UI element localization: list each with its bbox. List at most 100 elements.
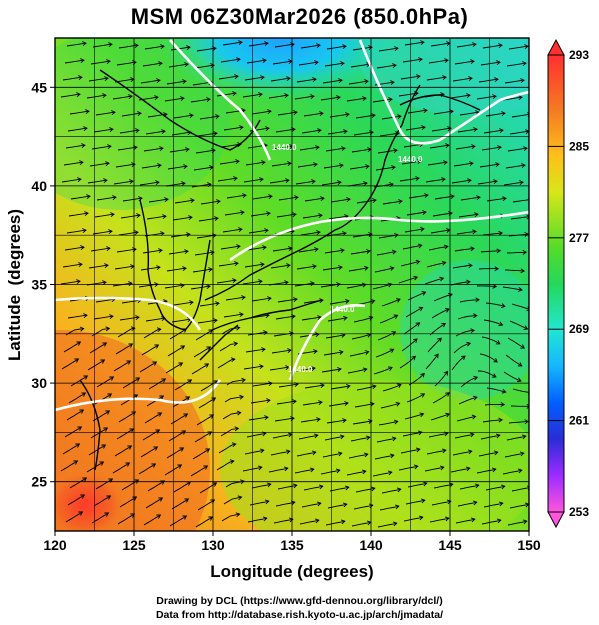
streamline (323, 164, 344, 169)
streamline-arrowhead (292, 212, 297, 218)
streamline-arrowhead (104, 263, 109, 269)
streamline (251, 297, 272, 302)
streamline-arrowhead (422, 210, 427, 215)
streamline (453, 162, 474, 167)
streamline-arrowhead (111, 110, 116, 116)
streamline (434, 371, 448, 387)
streamline (193, 166, 214, 171)
streamline-arrowhead (442, 75, 447, 81)
streamline (143, 147, 164, 152)
streamline-arrowhead (77, 177, 82, 183)
streamline (139, 361, 157, 373)
streamline (164, 284, 185, 289)
streamline-arrowhead (184, 498, 190, 503)
streamline-arrowhead (135, 377, 141, 382)
streamline (140, 446, 158, 458)
streamline-arrowhead (470, 328, 475, 334)
streamline (482, 44, 503, 49)
streamline (330, 385, 350, 390)
streamline (324, 62, 345, 67)
streamline-arrowhead (258, 279, 263, 285)
streamline-arrowhead (476, 195, 481, 201)
streamline-arrowhead (78, 511, 84, 516)
streamline (454, 433, 474, 439)
streamline-arrowhead (160, 480, 166, 485)
streamline (294, 468, 314, 474)
streamline (191, 363, 209, 375)
streamline (140, 79, 161, 84)
streamline-arrowhead (261, 160, 266, 166)
streamline-arrowhead (468, 76, 473, 82)
streamline-arrowhead (183, 164, 188, 170)
streamline-arrowhead (181, 430, 187, 435)
streamline (122, 197, 143, 202)
streamline-arrowhead (134, 230, 139, 236)
streamline-arrowhead (493, 179, 498, 185)
streamline (349, 165, 370, 170)
streamline (190, 98, 211, 103)
y-tick-label: 45 (31, 79, 47, 95)
streamline (95, 478, 113, 490)
streamline-arrowhead (112, 195, 117, 201)
streamline (482, 419, 503, 423)
streamline (406, 393, 425, 403)
streamline-arrowhead (106, 246, 111, 252)
streamline-arrowhead (444, 308, 450, 313)
streamline-arrowhead (240, 479, 245, 485)
streamline-arrowhead (160, 231, 165, 237)
streamline (65, 511, 83, 523)
streamline-arrowhead (82, 228, 87, 234)
streamline-arrowhead (314, 518, 320, 524)
streamline (115, 343, 133, 355)
streamline-arrowhead (337, 451, 343, 457)
streamline (504, 269, 525, 272)
streamline-arrowhead (518, 287, 523, 292)
streamline (480, 61, 501, 66)
streamline (348, 80, 369, 85)
streamline (200, 200, 221, 205)
streamline-arrowhead (79, 160, 84, 166)
colorbar-label: 293 (569, 48, 589, 62)
streamline (216, 92, 237, 97)
streamline-arrowhead (517, 468, 523, 474)
streamline-arrowhead (500, 402, 506, 407)
streamline (451, 179, 472, 184)
streamline (348, 453, 368, 459)
colorbar-min-arrow (547, 511, 565, 529)
streamline-arrowhead (434, 353, 439, 359)
streamline (61, 178, 82, 183)
streamline-arrowhead (342, 418, 347, 424)
streamline (249, 500, 269, 506)
streamline (66, 409, 84, 421)
streamline (506, 435, 526, 441)
streamline-arrowhead (105, 410, 111, 415)
streamline (428, 59, 449, 64)
streamline (171, 498, 189, 510)
streamline (142, 62, 163, 67)
streamline-arrowhead (137, 111, 142, 117)
streamline (146, 395, 164, 407)
streamline (407, 109, 428, 114)
streamline (145, 130, 166, 135)
streamline (450, 94, 471, 99)
streamline-arrowhead (318, 484, 324, 490)
streamline (429, 144, 450, 149)
streamline-arrowhead (259, 177, 264, 183)
streamline-arrowhead (393, 148, 398, 154)
streamline-arrowhead (262, 516, 268, 522)
streamline (402, 431, 422, 437)
streamline-arrowhead (474, 483, 480, 489)
streamline-arrowhead (291, 314, 296, 320)
streamline (457, 501, 477, 507)
streamline-arrowhead (80, 494, 86, 499)
streamline-arrowhead (522, 61, 527, 67)
streamline-arrowhead (208, 516, 214, 521)
streamline (168, 430, 186, 442)
streamline (243, 365, 264, 370)
streamline-arrowhead (361, 469, 367, 475)
streamline (407, 482, 427, 488)
streamline-arrowhead (129, 179, 134, 185)
streamline (118, 231, 139, 236)
streamline-arrowhead (158, 248, 163, 254)
